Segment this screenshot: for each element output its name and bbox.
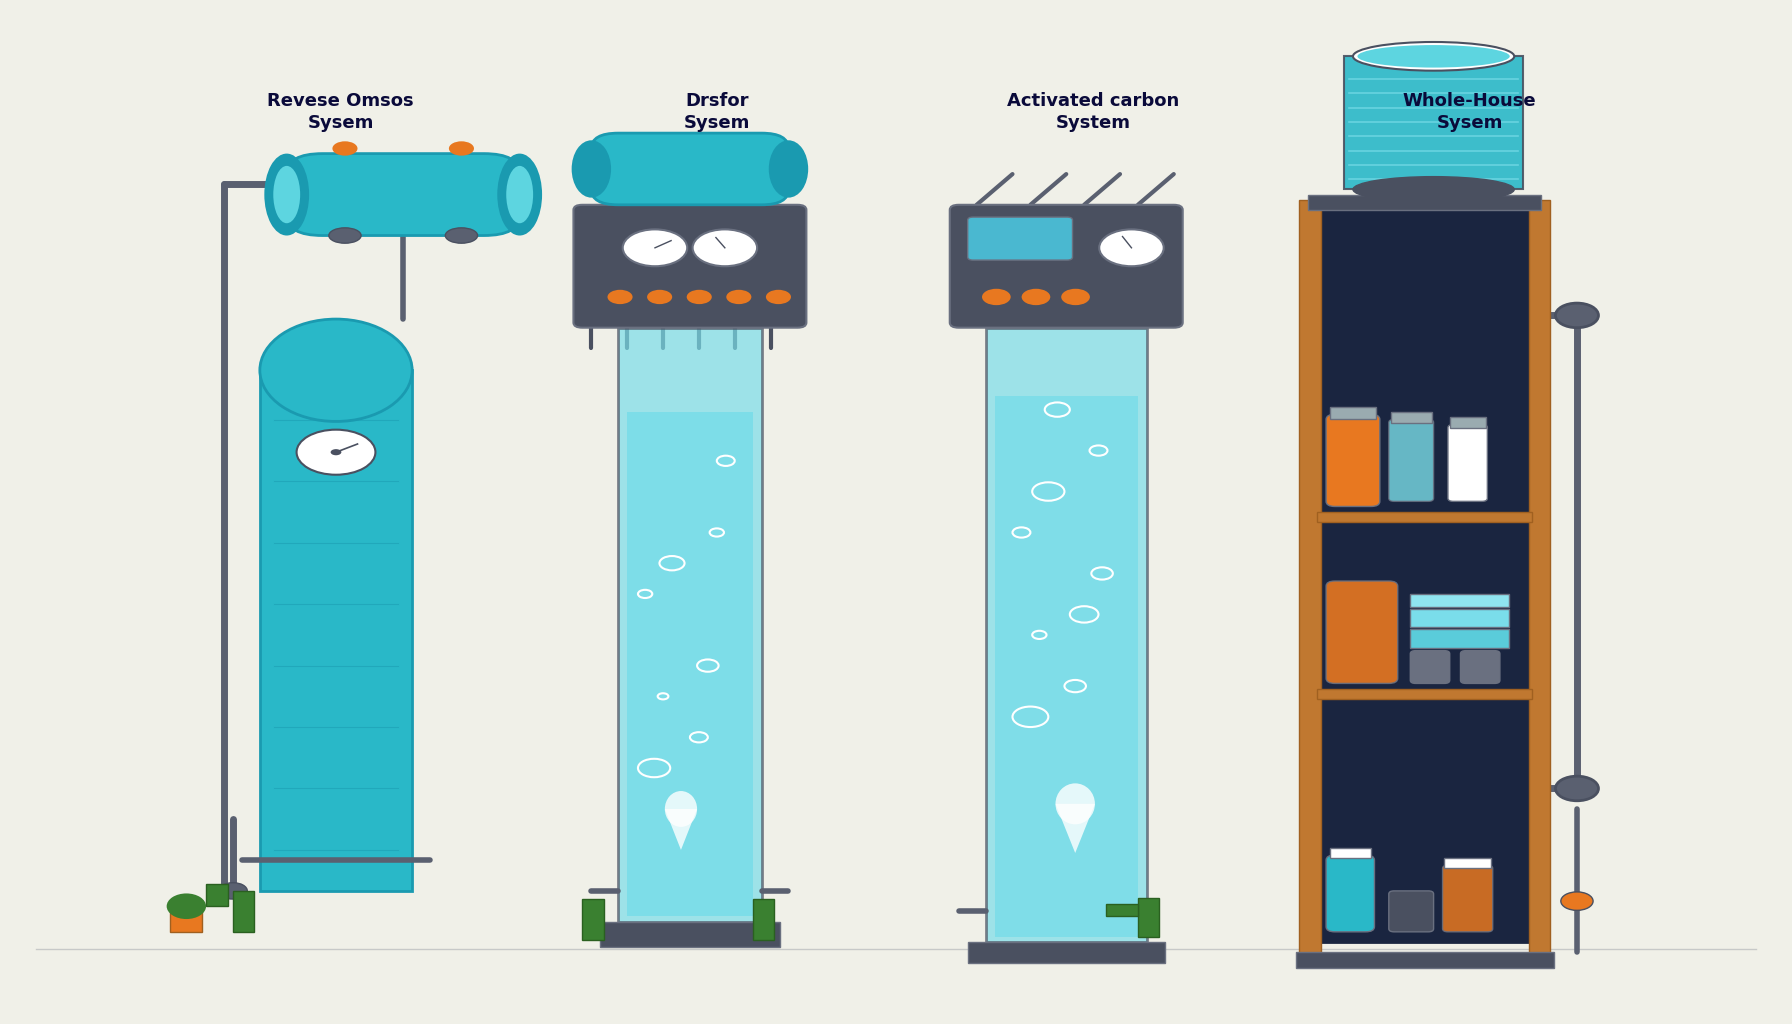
FancyBboxPatch shape xyxy=(1448,425,1487,502)
Bar xyxy=(1529,200,1550,957)
Circle shape xyxy=(1098,229,1163,266)
Text: Drsfor
Sysem: Drsfor Sysem xyxy=(683,92,751,132)
FancyBboxPatch shape xyxy=(1326,415,1380,507)
Bar xyxy=(995,396,1138,937)
Circle shape xyxy=(647,290,672,304)
Circle shape xyxy=(1555,776,1598,801)
Text: Revese Omsos
Sysem: Revese Omsos Sysem xyxy=(267,92,414,132)
Circle shape xyxy=(686,290,711,304)
Ellipse shape xyxy=(769,140,808,198)
Bar xyxy=(1391,413,1432,423)
Ellipse shape xyxy=(498,154,543,236)
FancyBboxPatch shape xyxy=(591,133,788,205)
Circle shape xyxy=(333,141,358,156)
Circle shape xyxy=(297,430,376,475)
Ellipse shape xyxy=(665,791,697,827)
Bar xyxy=(582,899,604,940)
FancyBboxPatch shape xyxy=(1389,420,1434,502)
Bar xyxy=(1410,594,1509,606)
Bar xyxy=(1308,195,1541,210)
Bar xyxy=(1296,952,1554,968)
Ellipse shape xyxy=(272,166,301,223)
Circle shape xyxy=(765,290,790,304)
Circle shape xyxy=(1021,289,1050,305)
Bar xyxy=(206,884,228,906)
Circle shape xyxy=(1561,892,1593,910)
Polygon shape xyxy=(1055,804,1095,853)
Circle shape xyxy=(624,229,688,266)
FancyBboxPatch shape xyxy=(968,217,1072,260)
Ellipse shape xyxy=(265,154,308,236)
FancyBboxPatch shape xyxy=(573,205,806,328)
FancyBboxPatch shape xyxy=(1443,865,1493,932)
Bar xyxy=(627,412,753,916)
Bar xyxy=(968,942,1165,963)
Bar xyxy=(1410,608,1509,627)
Bar xyxy=(618,328,762,922)
Bar xyxy=(1106,904,1138,916)
Circle shape xyxy=(982,289,1011,305)
Circle shape xyxy=(219,883,247,899)
Bar xyxy=(1330,408,1376,420)
Bar xyxy=(986,328,1147,942)
Ellipse shape xyxy=(330,228,362,243)
Ellipse shape xyxy=(572,140,611,198)
FancyBboxPatch shape xyxy=(1326,855,1374,932)
Circle shape xyxy=(448,141,473,156)
Bar xyxy=(233,891,254,932)
Bar xyxy=(1410,629,1509,647)
Circle shape xyxy=(332,450,342,456)
Bar xyxy=(600,922,780,947)
Bar xyxy=(1317,512,1532,522)
Circle shape xyxy=(607,290,633,304)
FancyBboxPatch shape xyxy=(1460,650,1500,683)
FancyBboxPatch shape xyxy=(1410,650,1450,683)
Ellipse shape xyxy=(507,166,534,223)
Ellipse shape xyxy=(1353,42,1514,71)
Ellipse shape xyxy=(1353,177,1514,203)
FancyBboxPatch shape xyxy=(1326,581,1398,683)
Polygon shape xyxy=(665,809,697,850)
Bar xyxy=(1317,688,1532,698)
Text: Activated carbon
System: Activated carbon System xyxy=(1007,92,1179,132)
Text: Whole-House
Sysem: Whole-House Sysem xyxy=(1403,92,1536,132)
FancyBboxPatch shape xyxy=(1389,891,1434,932)
Circle shape xyxy=(694,229,758,266)
Ellipse shape xyxy=(1055,783,1095,824)
Ellipse shape xyxy=(446,228,477,243)
Bar xyxy=(1330,848,1371,858)
Bar xyxy=(1444,858,1491,868)
Bar xyxy=(1344,56,1523,189)
Bar xyxy=(260,371,412,891)
FancyBboxPatch shape xyxy=(287,154,520,236)
Bar xyxy=(1138,898,1159,937)
Bar xyxy=(170,906,202,932)
Circle shape xyxy=(726,290,751,304)
FancyBboxPatch shape xyxy=(950,205,1183,328)
Bar xyxy=(1450,418,1486,428)
Ellipse shape xyxy=(260,319,412,422)
Bar xyxy=(753,899,774,940)
Circle shape xyxy=(1061,289,1090,305)
Ellipse shape xyxy=(1358,45,1511,68)
Bar xyxy=(1299,200,1321,957)
Bar xyxy=(1317,205,1532,942)
Ellipse shape xyxy=(167,893,206,920)
Circle shape xyxy=(1555,303,1598,328)
